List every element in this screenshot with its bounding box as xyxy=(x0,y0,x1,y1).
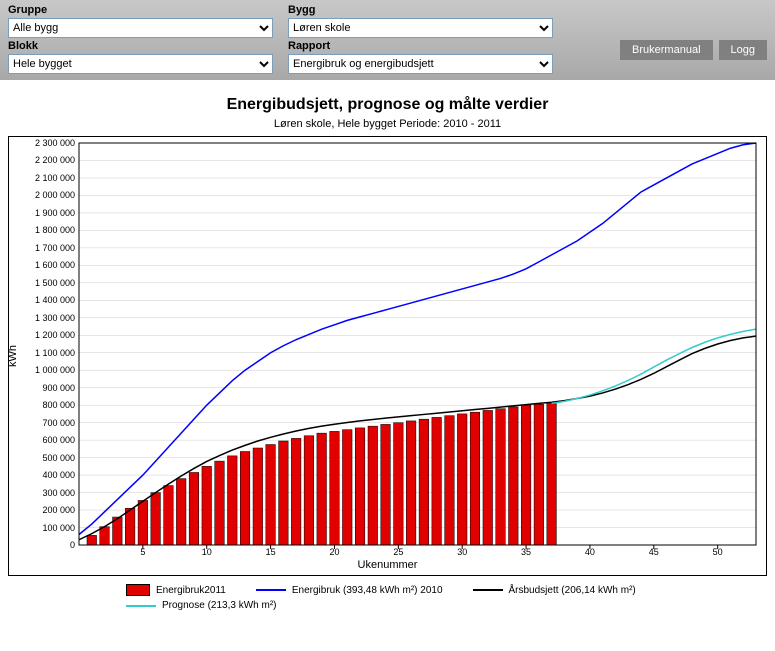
ytick-label: 1 700 000 xyxy=(35,243,75,253)
brukermanual-button[interactable]: Brukermanual xyxy=(620,40,712,60)
ytick-label: 2 100 000 xyxy=(35,173,75,183)
xtick-label: 10 xyxy=(202,547,212,557)
xtick-label: 45 xyxy=(649,547,659,557)
gruppe-label: Gruppe xyxy=(8,4,278,16)
ytick-label: 1 300 000 xyxy=(35,313,75,323)
chart-container: Energibudsjett, prognose og målte verdie… xyxy=(0,80,775,625)
xtick-label: 35 xyxy=(521,547,531,557)
legend-label: Energibruk2011 xyxy=(156,585,226,596)
legend-item: Energibruk (393,48 kWh m²) 2010 xyxy=(256,585,443,596)
blokk-label: Blokk xyxy=(8,40,278,52)
blokk-select[interactable]: Hele bygget xyxy=(8,54,273,74)
plot-area: 0100 000200 000300 000400 000500 000600 … xyxy=(79,143,756,545)
xtick-label: 15 xyxy=(266,547,276,557)
ytick-label: 1 500 000 xyxy=(35,278,75,288)
y-axis-label: kWh xyxy=(7,345,19,367)
rapport-select[interactable]: Energibruk og energibudsjett xyxy=(288,54,553,74)
ytick-label: 1 400 000 xyxy=(35,295,75,305)
chart-title: Energibudsjett, prognose og målte verdie… xyxy=(6,96,769,114)
plot-box: kWh Ukenummer 0100 000200 000300 000400 … xyxy=(8,136,767,576)
ytick-label: 400 000 xyxy=(42,470,75,480)
ytick-label: 200 000 xyxy=(42,505,75,515)
ytick-label: 1 200 000 xyxy=(35,330,75,340)
filter-col-1: Gruppe Alle bygg Blokk Hele bygget xyxy=(8,4,278,74)
xtick-label: 25 xyxy=(393,547,403,557)
legend-swatch xyxy=(473,589,503,591)
x-axis-label: Ukenummer xyxy=(358,559,418,571)
rapport-label: Rapport xyxy=(288,40,583,52)
ytick-label: 500 000 xyxy=(42,453,75,463)
legend: Energibruk2011 Energibruk (393,48 kWh m²)… xyxy=(6,576,769,619)
legend-item: Prognose (213,3 kWh m²) xyxy=(126,600,277,611)
xtick-label: 50 xyxy=(713,547,723,557)
ytick-label: 300 000 xyxy=(42,488,75,498)
ytick-label: 700 000 xyxy=(42,418,75,428)
ytick-label: 1 800 000 xyxy=(35,225,75,235)
ytick-label: 1 900 000 xyxy=(35,208,75,218)
ytick-label: 100 000 xyxy=(42,523,75,533)
gruppe-select[interactable]: Alle bygg xyxy=(8,18,273,38)
ytick-label: 1 000 000 xyxy=(35,365,75,375)
ytick-label: 2 000 000 xyxy=(35,190,75,200)
ytick-label: 900 000 xyxy=(42,383,75,393)
legend-label: Energibruk (393,48 kWh m²) 2010 xyxy=(292,585,443,596)
ytick-label: 600 000 xyxy=(42,435,75,445)
legend-item: Energibruk2011 xyxy=(126,584,226,596)
logg-button[interactable]: Logg xyxy=(719,40,767,60)
ytick-label: 2 200 000 xyxy=(35,155,75,165)
legend-label: Prognose (213,3 kWh m²) xyxy=(162,600,277,611)
filter-bar: Gruppe Alle bygg Blokk Hele bygget Bygg … xyxy=(0,0,775,80)
xtick-label: 30 xyxy=(457,547,467,557)
legend-swatch xyxy=(256,589,286,591)
xtick-label: 5 xyxy=(140,547,145,557)
legend-label: Årsbudsjett (206,14 kWh m²) xyxy=(509,585,636,596)
bygg-select[interactable]: Løren skole xyxy=(288,18,553,38)
ytick-label: 1 600 000 xyxy=(35,260,75,270)
legend-swatch xyxy=(126,584,150,596)
filter-col-3: Brukermanual Logg xyxy=(593,4,767,60)
xtick-label: 20 xyxy=(329,547,339,557)
ytick-label: 2 300 000 xyxy=(35,138,75,148)
legend-item: Årsbudsjett (206,14 kWh m²) xyxy=(473,585,636,596)
ytick-label: 1 100 000 xyxy=(35,348,75,358)
ytick-label: 0 xyxy=(70,540,75,550)
legend-swatch xyxy=(126,605,156,607)
xtick-label: 40 xyxy=(585,547,595,557)
filter-col-2: Bygg Løren skole Rapport Energibruk og e… xyxy=(288,4,583,74)
chart-subtitle: Løren skole, Hele bygget Periode: 2010 -… xyxy=(6,118,769,130)
ytick-label: 800 000 xyxy=(42,400,75,410)
bygg-label: Bygg xyxy=(288,4,583,16)
